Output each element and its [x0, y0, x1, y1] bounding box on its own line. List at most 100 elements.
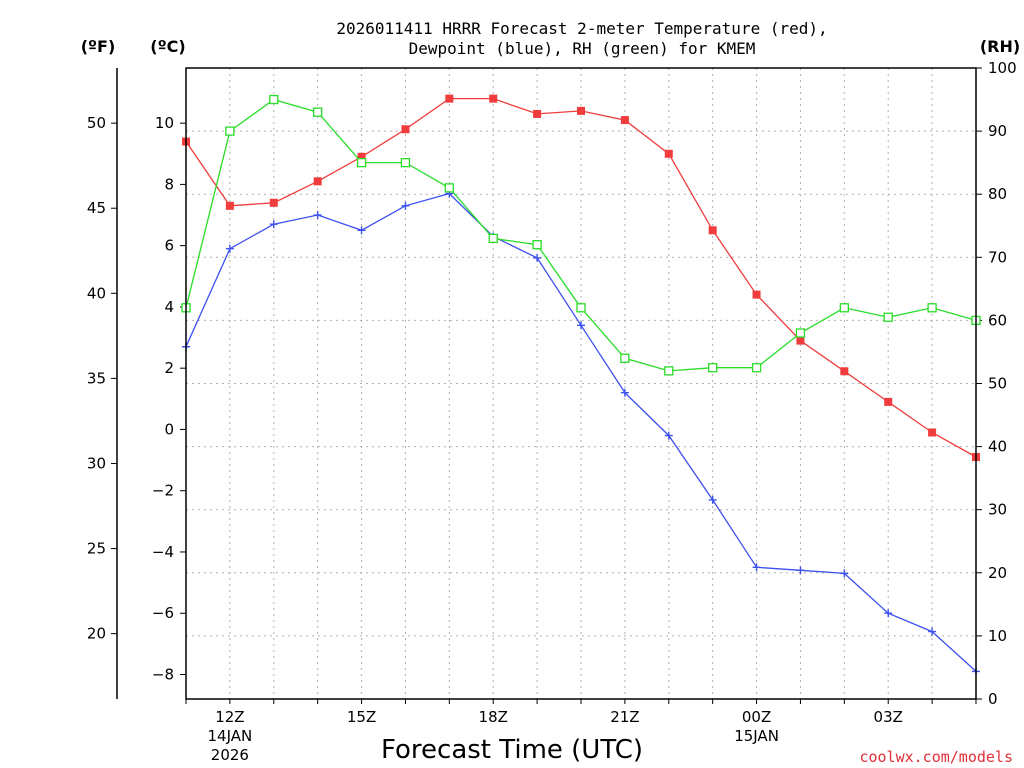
- grid-lines: [186, 68, 976, 699]
- dewpoint-point: [401, 201, 410, 210]
- rh-point: [576, 303, 586, 313]
- temperature-point: [489, 94, 498, 103]
- dewpoint-line: [185, 192, 977, 672]
- rh-point: [795, 328, 806, 338]
- temperature-point: [357, 152, 366, 161]
- rh-point: [620, 353, 630, 363]
- fahrenheit-tick-label: 20: [87, 625, 106, 643]
- celsius-tick-label: 10: [155, 114, 174, 132]
- rh-tick-label: 100: [988, 59, 1017, 77]
- x-tick-label: 12Z: [215, 708, 244, 726]
- fahrenheit-axis: 50 45 40 35 30 25 20: [87, 68, 118, 699]
- dewpoint-point: [357, 226, 366, 235]
- temperature-point: [752, 290, 761, 299]
- celsius-tick-label: −4: [152, 543, 174, 561]
- celsius-tick-label: 6: [164, 237, 174, 255]
- rh-point: [839, 303, 849, 313]
- fahrenheit-tick-label: 50: [87, 114, 106, 132]
- temperature-point: [884, 397, 893, 406]
- celsius-tick-label: 0: [164, 420, 174, 438]
- rh-point: [927, 303, 937, 313]
- x-tick-label: 18Z: [479, 708, 508, 726]
- dewpoint-point: [884, 609, 893, 618]
- x-tick-label: 03Z: [874, 708, 903, 726]
- rh-point: [488, 233, 498, 244]
- rh-tick-label: 70: [988, 248, 1007, 266]
- fahrenheit-tick-label: 25: [87, 540, 106, 558]
- rh-point: [664, 366, 674, 376]
- celsius-tick-label: 4: [164, 298, 174, 316]
- dewpoint-point: [577, 321, 585, 330]
- data-series: [181, 94, 981, 676]
- rh-point: [269, 94, 279, 105]
- dewpoint-point: [708, 495, 717, 504]
- dewpoint-point: [620, 388, 629, 397]
- dewpoint-point: [796, 566, 805, 575]
- dewpoint-point: [840, 569, 849, 578]
- x-tick-date: 14JAN: [208, 727, 253, 745]
- celsius-tick-label: 8: [164, 175, 174, 193]
- fahrenheit-tick-label: 35: [87, 369, 106, 387]
- temperature-point: [708, 226, 717, 235]
- celsius-tick-label: −8: [152, 665, 174, 683]
- rh-tick-label: 30: [988, 501, 1007, 519]
- x-tick-label: 15Z: [347, 708, 376, 726]
- celsius-unit-label: (ºC): [150, 37, 185, 56]
- temperature-point: [796, 336, 805, 345]
- x-tick-date: 15JAN: [734, 727, 779, 745]
- dewpoint-point: [313, 211, 322, 220]
- dewpoint-point: [752, 563, 761, 572]
- dewpoint-point: [225, 244, 234, 253]
- temperature-point: [533, 109, 542, 118]
- rh-point: [400, 157, 411, 168]
- rh-point: [356, 157, 367, 168]
- temperature-point: [313, 177, 322, 186]
- temperature-point: [401, 125, 410, 134]
- x-tick-label: 21Z: [610, 708, 639, 726]
- dewpoint-point: [269, 220, 278, 229]
- dewpoint-point: [664, 431, 673, 440]
- fahrenheit-tick-label: 40: [87, 284, 106, 302]
- rh-tick-label: 80: [988, 185, 1007, 203]
- rh-unit-label: (RH): [980, 37, 1020, 56]
- temperature-point: [577, 106, 585, 115]
- rh-tick-label: 40: [988, 438, 1007, 456]
- temperature-point: [269, 198, 278, 207]
- rh-point: [751, 363, 762, 373]
- rh-tick-label: 90: [988, 122, 1007, 140]
- rh-point: [444, 183, 454, 193]
- rh-point: [225, 126, 235, 136]
- rh-point: [313, 107, 323, 117]
- temperature-point: [840, 367, 849, 376]
- celsius-tick-label: −2: [152, 482, 174, 500]
- x-axis-title: Forecast Time (UTC): [381, 735, 643, 765]
- temperature-point: [664, 149, 673, 158]
- dewpoint-point: [533, 253, 542, 262]
- temperature-point: [620, 116, 629, 125]
- temperature-point: [928, 428, 937, 437]
- celsius-tick-label: 2: [164, 359, 174, 377]
- chart-title-line2: Dewpoint (blue), RH (green) for KMEM: [409, 39, 756, 58]
- temperature-point: [445, 94, 454, 103]
- credit-text: coolwx.com/models: [859, 748, 1013, 766]
- rh-tick-label: 10: [988, 627, 1007, 645]
- rh-tick-label: 60: [988, 311, 1007, 329]
- rh-tick-label: 20: [988, 564, 1007, 582]
- rh-tick-label: 0: [988, 690, 998, 708]
- fahrenheit-unit-label: (ºF): [81, 37, 116, 56]
- rh-point: [883, 312, 893, 322]
- rh-tick-label: 50: [988, 375, 1007, 393]
- dewpoint-point: [928, 627, 937, 636]
- rh-point: [532, 240, 542, 250]
- x-tick-label: 00Z: [742, 708, 771, 726]
- rh-point: [708, 363, 718, 373]
- fahrenheit-tick-label: 45: [87, 199, 106, 217]
- celsius-tick-label: −6: [152, 604, 174, 622]
- celsius-axis: 10 8 6 4 2 0 −2 −4 −6 −8: [152, 114, 186, 683]
- temperature-point: [225, 201, 234, 210]
- x-tick-year: 2026: [211, 746, 249, 764]
- plot-frame: [185, 67, 977, 700]
